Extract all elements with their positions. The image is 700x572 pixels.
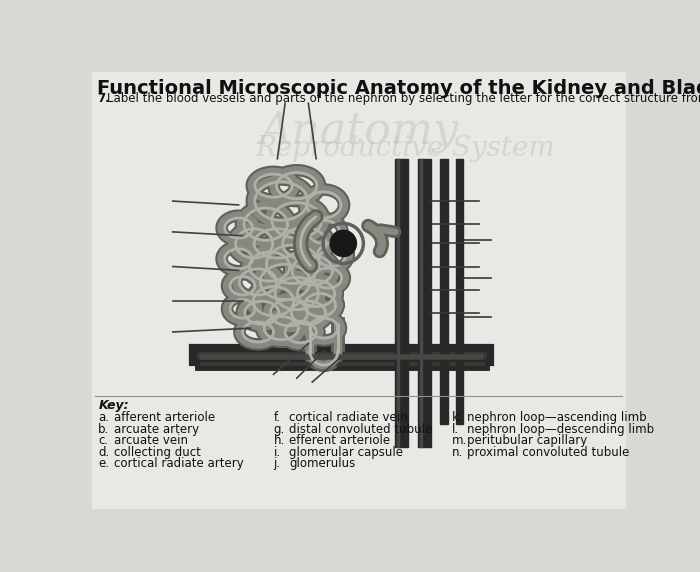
Bar bbox=[397, 159, 399, 447]
Text: afferent arteriole: afferent arteriole bbox=[114, 411, 215, 424]
Text: 7.: 7. bbox=[97, 92, 109, 105]
Text: proximal convoluted tubule: proximal convoluted tubule bbox=[468, 446, 629, 459]
Text: k.: k. bbox=[452, 411, 463, 424]
Text: Reproductive System: Reproductive System bbox=[256, 135, 555, 162]
Text: g.: g. bbox=[274, 423, 285, 436]
Text: Functional Microscopic Anatomy of the Kidney and Bladder: Functional Microscopic Anatomy of the Ki… bbox=[97, 78, 700, 98]
Text: j.: j. bbox=[274, 458, 281, 471]
Bar bbox=[456, 158, 463, 424]
Text: d.: d. bbox=[98, 446, 110, 459]
Text: l.: l. bbox=[452, 423, 459, 436]
Text: c.: c. bbox=[98, 434, 108, 447]
Text: b.: b. bbox=[98, 423, 110, 436]
Text: a.: a. bbox=[98, 411, 109, 424]
Text: i.: i. bbox=[274, 446, 281, 459]
Bar bbox=[440, 158, 448, 424]
Bar bbox=[420, 159, 422, 447]
Text: nephron loop—descending limb: nephron loop—descending limb bbox=[468, 423, 654, 436]
Text: distal convoluted tubule: distal convoluted tubule bbox=[289, 423, 433, 436]
Text: peritubular capillary: peritubular capillary bbox=[468, 434, 587, 447]
Text: Anatomy: Anatomy bbox=[259, 110, 458, 153]
Circle shape bbox=[330, 231, 356, 256]
Text: n.: n. bbox=[452, 446, 463, 459]
Text: arcuate vein: arcuate vein bbox=[114, 434, 188, 447]
Text: cortical radiate artery: cortical radiate artery bbox=[114, 458, 244, 471]
Text: Label the blood vessels and parts of the nephron by selecting the letter for the: Label the blood vessels and parts of the… bbox=[107, 92, 700, 105]
Text: f.: f. bbox=[274, 411, 281, 424]
Text: nephron loop—ascending limb: nephron loop—ascending limb bbox=[468, 411, 647, 424]
Text: arcuate artery: arcuate artery bbox=[114, 423, 199, 436]
Text: h.: h. bbox=[274, 434, 285, 447]
Text: m.: m. bbox=[452, 434, 467, 447]
Text: glomerular capsule: glomerular capsule bbox=[289, 446, 403, 459]
Text: Key:: Key: bbox=[98, 399, 129, 412]
Text: e.: e. bbox=[98, 458, 109, 471]
Text: glomerulus: glomerulus bbox=[289, 458, 355, 471]
Bar bbox=[419, 159, 430, 447]
Text: collecting duct: collecting duct bbox=[114, 446, 201, 459]
Text: efferent arteriole: efferent arteriole bbox=[289, 434, 390, 447]
Bar bbox=[395, 159, 407, 447]
Text: cortical radiate vein: cortical radiate vein bbox=[289, 411, 407, 424]
